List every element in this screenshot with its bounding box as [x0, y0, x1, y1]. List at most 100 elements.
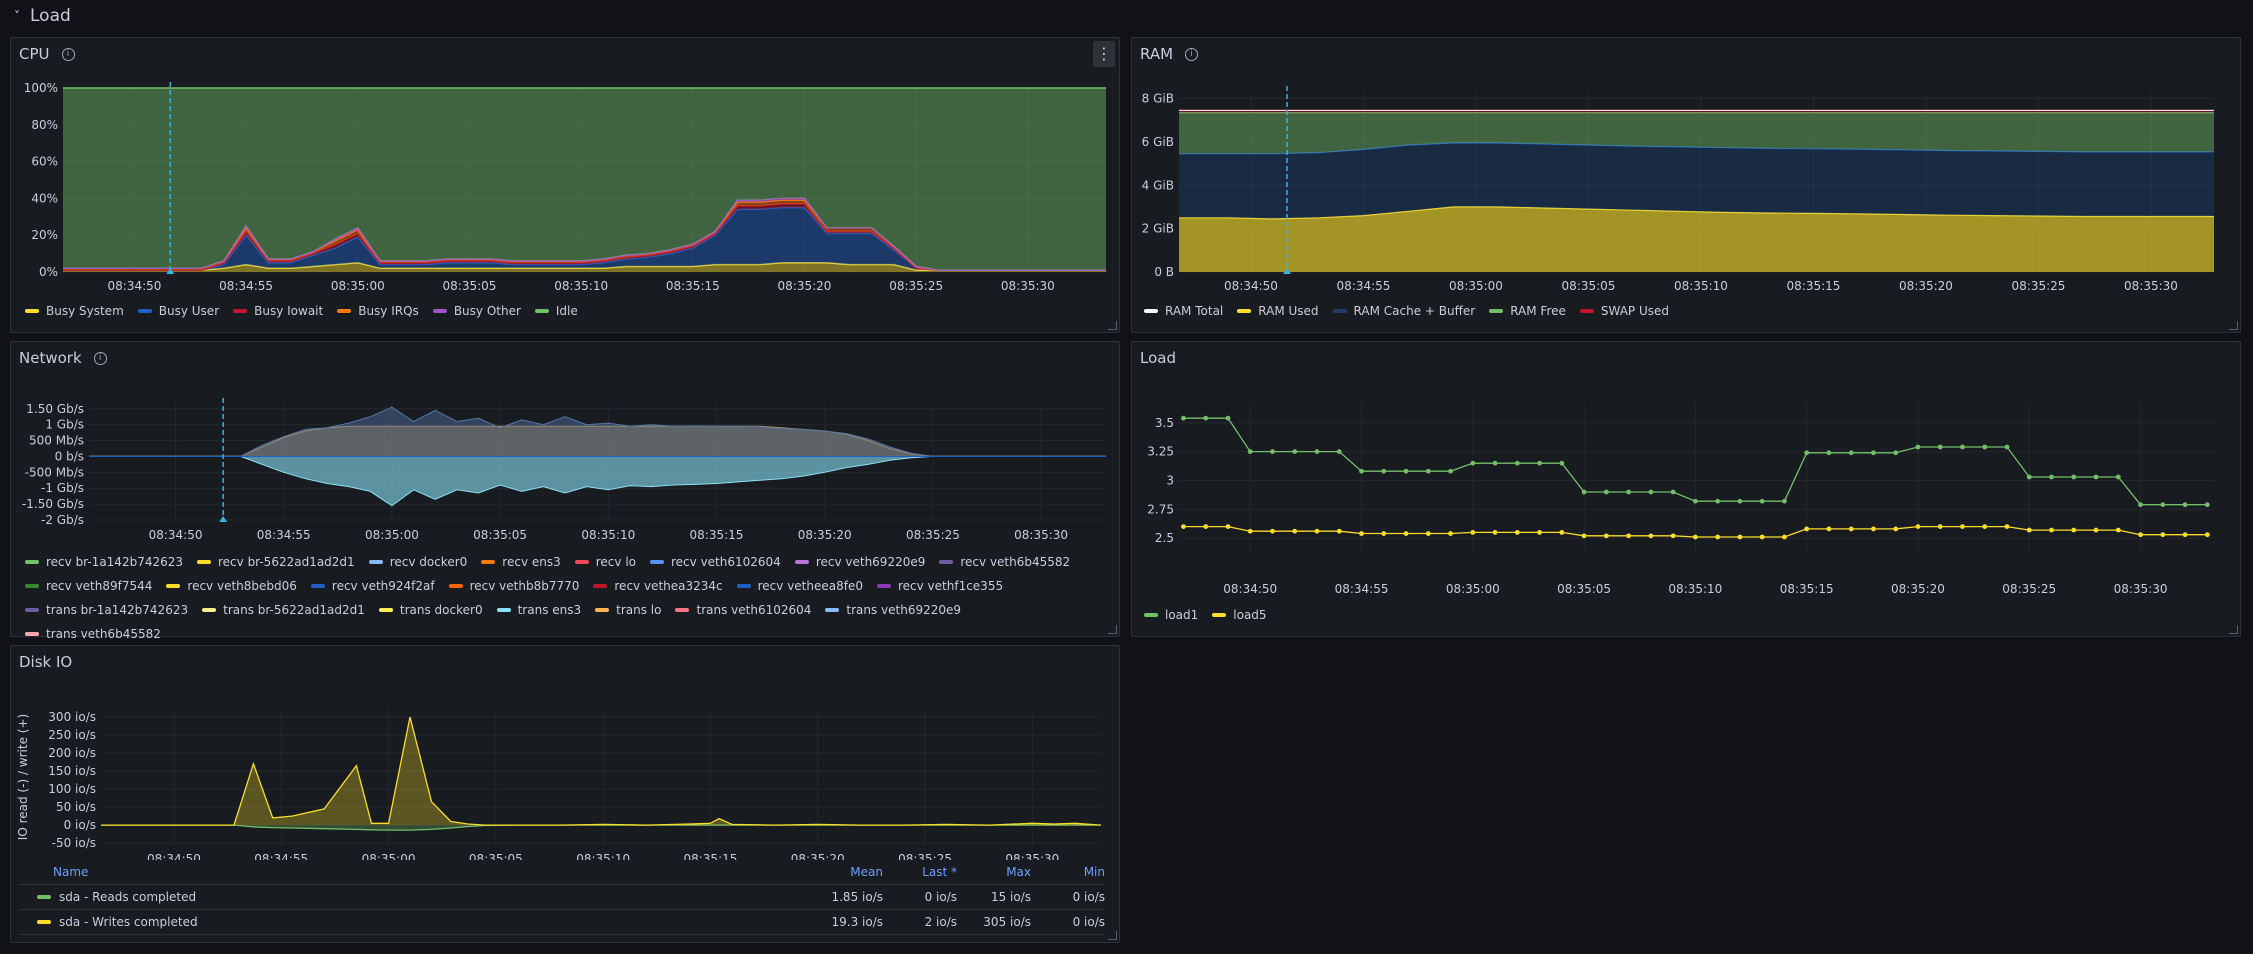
resize-handle[interactable] — [1108, 321, 1117, 330]
point-load5 — [2071, 527, 2077, 533]
y-tick-label: 40% — [31, 191, 58, 205]
legend-item[interactable]: recv vethea3234c — [593, 574, 723, 598]
ram-legend: RAM Total RAM Used RAM Cache + Buffer RAM F… — [1144, 299, 1683, 323]
legend-item[interactable]: trans veth6b45582 — [25, 622, 161, 646]
resize-handle[interactable] — [1108, 625, 1117, 634]
resize-handle[interactable] — [2229, 321, 2238, 330]
cpu-chart: 0% 20% 40% 60% 80% 100% 08:34:50 08:34:55 08:35:… — [24, 81, 1106, 293]
y-tick-label: 3 — [1166, 473, 1174, 487]
legend-item[interactable]: RAM Free — [1489, 299, 1566, 323]
legend-label: recv lo — [595, 555, 636, 569]
line-ram-cache-buffer — [1179, 142, 2214, 155]
series-name: sda - Reads completed — [59, 890, 197, 904]
legend-item[interactable]: recv veth924f2af — [310, 574, 435, 598]
point-load5 — [1247, 528, 1253, 534]
point-load1 — [1403, 468, 1409, 474]
legend-item[interactable]: recv vethf1ce355 — [876, 574, 1003, 598]
panel-title: CPU — [19, 45, 50, 63]
point-load5 — [2026, 527, 2032, 533]
header-max[interactable]: Max — [1006, 865, 1031, 879]
legend-item[interactable]: SWAP Used — [1579, 299, 1669, 323]
legend-item[interactable]: RAM Cache + Buffer — [1332, 299, 1475, 323]
point-load5 — [1982, 524, 1988, 530]
y-tick-label: 50 io/s — [56, 800, 96, 814]
panel-menu-button[interactable]: ⋮ — [1093, 41, 1115, 67]
legend-table-row[interactable]: sda - Reads completed 1.85 io/s 0 io/s 1… — [19, 885, 1105, 910]
y-tick-label: 250 io/s — [48, 728, 96, 742]
x-tick-label: 08:35:25 — [898, 852, 952, 860]
legend-item[interactable]: recv veth89f7544 — [25, 574, 152, 598]
legend-label: recv br-5622ad1ad2d1 — [218, 555, 355, 569]
legend-item[interactable]: load5 — [1212, 603, 1267, 627]
legend-item[interactable]: Idle — [534, 299, 578, 323]
chevron-down-icon[interactable]: ˅ — [14, 9, 20, 23]
legend-swatch — [876, 584, 891, 588]
x-tick-label: 08:35:15 — [683, 852, 737, 860]
x-tick-label: 08:34:55 — [254, 852, 308, 860]
x-tick-label: 08:35:15 — [1787, 279, 1841, 293]
resize-handle[interactable] — [2229, 625, 2238, 634]
disk-io-panel: Disk IO -50 io/s 0 io/s 50 io/s 100 io/s 150… — [10, 645, 1120, 943]
disk-io-chart: -50 io/s 0 io/s 50 io/s 100 io/s 150 io/s 200… — [16, 708, 1102, 860]
legend-table-row[interactable]: sda - Writes completed 19.3 io/s 2 io/s … — [19, 910, 1105, 935]
legend-swatch — [310, 584, 325, 588]
legend-item[interactable]: load1 — [1144, 603, 1198, 627]
legend-item[interactable]: RAM Total — [1144, 299, 1223, 323]
legend-item[interactable]: RAM Used — [1237, 299, 1319, 323]
legend-item[interactable]: trans ens3 — [496, 598, 581, 622]
y-tick-label: 2 GiB — [1142, 222, 1174, 236]
info-icon[interactable]: i — [93, 351, 107, 365]
legend-item[interactable]: trans veth6102604 — [675, 598, 811, 622]
panel-title: RAM — [1140, 45, 1174, 63]
legend-item[interactable]: recv ens3 — [481, 550, 561, 574]
legend-label: Busy Other — [453, 304, 521, 318]
legend-item[interactable]: Busy Iowait — [233, 299, 323, 323]
point-load5 — [1403, 531, 1409, 536]
legend-item[interactable]: recv br-1a142b742623 — [25, 550, 183, 574]
header-name[interactable]: Name — [53, 865, 89, 879]
legend-item[interactable]: recv veth6102604 — [650, 550, 781, 574]
row-header-load[interactable]: ˅ Load — [14, 4, 71, 28]
legend-item[interactable]: recv vetheea8fe0 — [736, 574, 863, 598]
legend-item[interactable]: trans docker0 — [378, 598, 483, 622]
header-mean[interactable]: Mean — [850, 865, 883, 879]
legend-label: recv br-1a142b742623 — [46, 555, 183, 569]
legend-item[interactable]: trans br-5622ad1ad2d1 — [202, 598, 365, 622]
legend-item[interactable]: Busy System — [25, 299, 124, 323]
legend-item[interactable]: recv docker0 — [368, 550, 467, 574]
header-last[interactable]: Last * — [922, 865, 957, 879]
info-icon[interactable]: i — [61, 47, 75, 61]
network-chart: -2 Gb/s -1.50 Gb/s -1 Gb/s -500 Mb/s 0 b/s50… — [22, 398, 1106, 542]
point-load1 — [1537, 460, 1542, 466]
resize-handle[interactable] — [1108, 931, 1117, 940]
point-load5 — [1848, 526, 1854, 532]
legend-item[interactable]: Busy IRQs — [337, 299, 419, 323]
legend-item[interactable]: Busy Other — [432, 299, 521, 323]
legend-item[interactable]: trans veth69220e9 — [825, 598, 961, 622]
point-load1 — [2093, 474, 2099, 480]
legend-label: recv veth8bebd06 — [187, 579, 297, 593]
legend-swatch — [337, 309, 352, 313]
point-load1 — [1603, 489, 1609, 495]
legend-item[interactable]: recv lo — [574, 550, 636, 574]
y-tick-label: 500 Mb/s — [29, 434, 84, 448]
legend-item[interactable]: recv vethb8b7770 — [448, 574, 579, 598]
legend-item[interactable]: recv veth69220e9 — [794, 550, 925, 574]
legend-item[interactable]: trans br-1a142b742623 — [25, 598, 188, 622]
info-icon[interactable]: i — [1185, 47, 1199, 61]
x-tick-label: 08:35:25 — [2012, 279, 2066, 293]
legend-label: recv ens3 — [502, 555, 561, 569]
legend-item[interactable]: recv br-5622ad1ad2d1 — [197, 550, 355, 574]
legend-item[interactable]: Busy User — [137, 299, 219, 323]
point-load1 — [1225, 415, 1231, 421]
legend-item[interactable]: trans lo — [595, 598, 661, 622]
disk-legend-table: Name Mean Last * Max Min sda - Reads com… — [19, 860, 1105, 935]
legend-item[interactable]: recv veth8bebd06 — [166, 574, 297, 598]
header-min[interactable]: Min — [1083, 865, 1105, 879]
series-swatch — [37, 895, 51, 899]
legend-item[interactable]: recv veth6b45582 — [939, 550, 1070, 574]
crosshair-marker — [166, 268, 175, 274]
legend-swatch — [574, 560, 589, 564]
legend-swatch — [432, 309, 447, 313]
point-load5 — [1960, 524, 1965, 530]
